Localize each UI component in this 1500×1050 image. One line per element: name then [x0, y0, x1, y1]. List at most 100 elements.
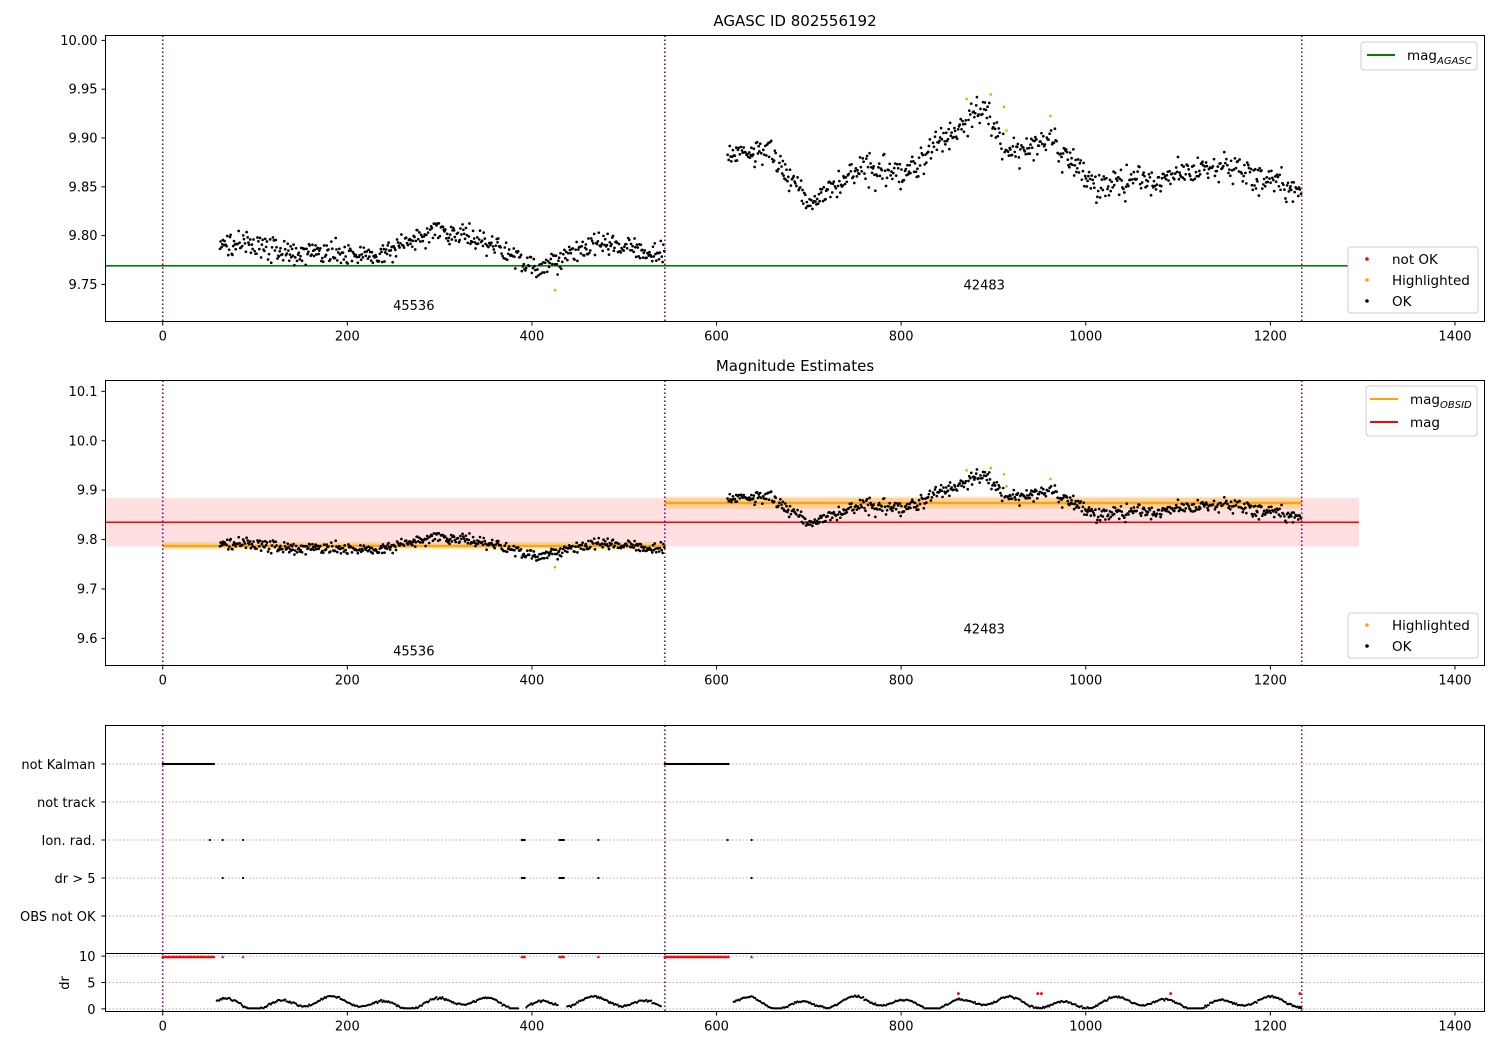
ok-point: [752, 494, 756, 497]
ok-point: [452, 535, 456, 539]
ok-point: [778, 161, 781, 165]
legend-label: Highlighted: [1392, 273, 1470, 289]
ok-point: [1262, 509, 1266, 513]
ok-point: [1155, 183, 1159, 186]
ok-point: [645, 549, 648, 553]
ok-point: [591, 542, 595, 545]
ok-point: [260, 243, 264, 247]
ok-point: [264, 543, 268, 547]
ok-point: [830, 191, 834, 194]
ok-point: [1170, 506, 1174, 510]
ok-point: [619, 251, 623, 254]
ok-point: [868, 496, 871, 500]
dr-point: [754, 996, 757, 1000]
ok-point: [813, 194, 817, 198]
ok-point: [406, 243, 410, 247]
ok-point: [922, 172, 926, 176]
dr-point: [576, 1001, 580, 1004]
ok-point: [494, 543, 498, 546]
ok-point: [391, 551, 395, 555]
ok-point: [1293, 190, 1297, 194]
flag-points: [161, 762, 753, 880]
ok-point: [1271, 510, 1275, 513]
ok-point: [961, 119, 964, 123]
ok-point: [860, 505, 864, 509]
ok-point: [493, 546, 497, 550]
ok-point: [333, 549, 337, 553]
ok-point: [361, 255, 365, 259]
ok-point: [596, 541, 600, 544]
x-tick-label: 1200: [1254, 674, 1287, 689]
ok-point: [575, 541, 578, 545]
ok-point: [377, 259, 381, 263]
ok-point: [242, 237, 246, 241]
ok-point: [1286, 511, 1290, 515]
ok-point: [493, 251, 497, 254]
ok-point: [1251, 515, 1255, 518]
ok-point: [925, 161, 928, 164]
ok-point: [992, 122, 996, 125]
ok-point: [355, 255, 359, 259]
ok-point: [739, 145, 743, 149]
ok-point: [356, 261, 360, 265]
ok-point: [943, 140, 946, 143]
ok-point: [916, 175, 920, 178]
ok-point: [830, 516, 834, 520]
ok-point: [852, 175, 855, 178]
dr-point: [645, 998, 648, 1002]
ok-point: [421, 239, 425, 243]
ok-point: [975, 468, 979, 471]
ok-point: [758, 149, 761, 153]
ok-point: [252, 540, 255, 543]
ok-point: [985, 116, 989, 120]
ok-point: [349, 249, 353, 252]
ok-point: [319, 246, 322, 250]
ok-point: [803, 517, 807, 521]
ok-point: [355, 549, 359, 552]
ok-point: [441, 225, 445, 229]
ok-point: [941, 495, 944, 499]
ok-point: [981, 476, 984, 480]
x-tick-label: 800: [889, 1020, 914, 1035]
dr-notok-point: [1169, 992, 1173, 995]
ok-point: [557, 549, 561, 553]
ok-point: [654, 259, 658, 262]
ok-point: [559, 251, 562, 255]
ok-point: [480, 239, 484, 243]
ok-point: [841, 184, 845, 187]
ok-point: [921, 497, 925, 501]
ok-point: [516, 249, 520, 253]
ok-point: [798, 513, 802, 517]
x-tick-label: 1000: [1069, 674, 1102, 689]
dr-point: [500, 1001, 503, 1005]
ok-point: [1231, 182, 1235, 186]
ok-point: [342, 258, 346, 261]
ok-point: [1234, 504, 1238, 507]
obsid-label: 45536: [393, 299, 434, 314]
ok-point: [281, 550, 285, 554]
ok-point: [1092, 511, 1096, 515]
ok-point: [602, 234, 605, 238]
ok-point: [972, 115, 976, 119]
flag-point: [221, 838, 224, 842]
ok-point: [844, 176, 848, 179]
ok-point: [662, 546, 666, 549]
dr-capped-point: [522, 955, 527, 959]
dr-tick-label: 5: [87, 977, 95, 992]
ok-point: [238, 541, 241, 545]
ok-point: [779, 154, 782, 158]
ok-point: [1266, 180, 1270, 184]
ok-point: [632, 250, 636, 254]
ok-point: [454, 239, 458, 242]
ok-point: [492, 248, 496, 251]
ok-point: [1181, 176, 1185, 180]
ok-point: [1212, 499, 1216, 503]
ok-point: [334, 539, 338, 543]
ok-point: [418, 240, 422, 243]
ok-point: [1225, 157, 1228, 161]
ok-point: [1075, 504, 1079, 507]
ok-point: [733, 497, 737, 501]
ok-point: [475, 236, 479, 239]
ok-point: [247, 243, 251, 247]
